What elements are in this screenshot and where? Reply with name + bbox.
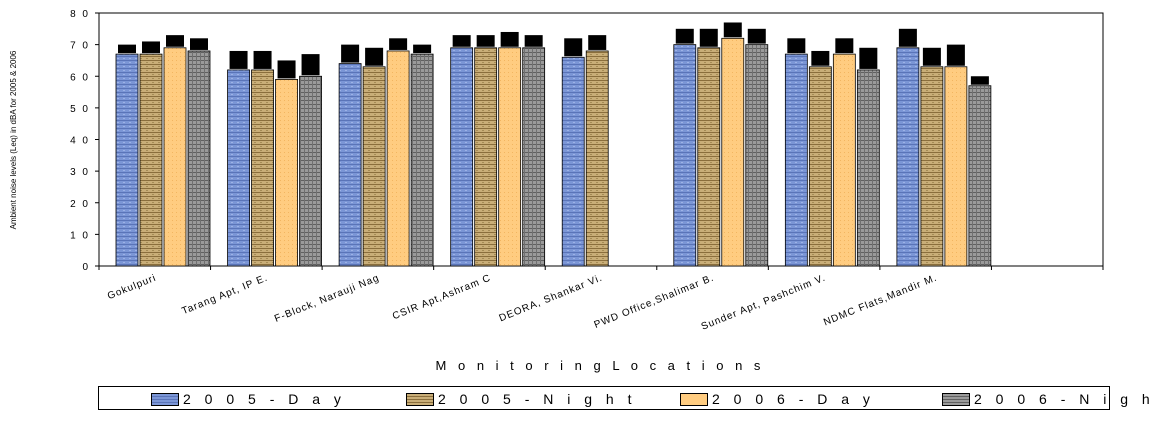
legend-swatch <box>942 392 970 406</box>
error-bar <box>277 60 296 79</box>
bar <box>522 47 546 267</box>
bar <box>697 47 721 267</box>
bar <box>896 47 920 267</box>
legend: 2 0 0 5 - D a y 2 0 0 5 - N i g h t 2 0 0 … <box>98 386 1158 410</box>
error-bar <box>190 38 208 50</box>
legend-item: 2 0 0 6 - N i g h t <box>942 391 1158 407</box>
error-bar <box>476 35 495 47</box>
bar <box>832 53 856 267</box>
error-bar <box>898 28 917 47</box>
legend-item: 2 0 0 5 - N i g h t <box>406 391 637 407</box>
error-bar <box>922 47 941 66</box>
error-bar <box>675 28 694 44</box>
bar <box>338 63 362 267</box>
error-bar <box>229 50 248 69</box>
error-bar <box>413 44 432 54</box>
error-bar <box>588 35 607 50</box>
legend-swatch <box>680 392 708 406</box>
error-bar <box>859 47 878 69</box>
bar <box>856 69 880 267</box>
error-bar <box>301 54 320 76</box>
legend-item: 2 0 0 5 - D a y <box>151 391 346 407</box>
y-tick-label: 1 0 <box>70 230 90 241</box>
y-tick-label: 2 0 <box>70 199 90 210</box>
bar <box>386 50 410 267</box>
y-tick-label: 5 0 <box>70 104 90 115</box>
error-bar <box>699 28 718 47</box>
legend-item: 2 0 0 6 - D a y <box>680 391 875 407</box>
legend-label: 2 0 0 5 - D a y <box>183 391 346 407</box>
x-category-label: Gokulpuri <box>106 273 158 303</box>
y-axis-title: Ambient noise levels (Leq) in dBA for 20… <box>9 50 18 229</box>
y-tick-label: 0 <box>82 262 90 273</box>
bar <box>251 69 274 267</box>
bar <box>450 47 474 267</box>
error-bar <box>500 31 519 47</box>
legend-swatch <box>151 392 179 406</box>
error-bar <box>253 50 272 69</box>
error-bar <box>835 38 854 54</box>
bar <box>808 66 832 267</box>
error-bar <box>524 35 543 47</box>
error-bar <box>365 47 384 66</box>
bar <box>115 53 139 267</box>
x-category-label: NDMC Flats,Mandir M. <box>822 273 939 329</box>
error-bar <box>118 44 136 54</box>
x-axis-title: M o n i t o r i n g L o c a t i o n s <box>436 358 765 373</box>
x-category-label: F-Block, Narauji Nag <box>273 273 381 325</box>
error-bar <box>142 41 160 54</box>
y-tick-label: 8 0 <box>70 9 90 20</box>
x-category-label: PWD Office,Shalimar B. <box>593 273 716 331</box>
error-bar <box>564 38 583 57</box>
error-bar <box>723 22 742 38</box>
y-tick-label: 6 0 <box>70 72 90 83</box>
bar <box>362 66 386 267</box>
bar <box>498 47 522 267</box>
legend-label: 2 0 0 5 - N i g h t <box>438 391 637 407</box>
error-bar <box>970 76 989 85</box>
y-tick-label: 7 0 <box>70 41 90 52</box>
legend-label: 2 0 0 6 - N i g h t <box>974 391 1158 407</box>
x-category-label: Tarang Apt, IP E. <box>180 273 269 318</box>
x-category-label: DEORA, Shankar Vi. <box>498 273 605 325</box>
bar <box>968 85 992 267</box>
bar <box>585 50 609 267</box>
bar <box>745 44 769 267</box>
bar <box>561 56 585 267</box>
bar <box>474 47 498 267</box>
bar <box>673 44 697 267</box>
bar <box>410 53 434 267</box>
bar <box>299 75 322 267</box>
error-bar <box>811 50 830 66</box>
y-tick-label: 4 0 <box>70 136 90 147</box>
error-bar <box>166 35 184 47</box>
legend-swatch <box>406 392 434 406</box>
error-bar <box>452 35 471 47</box>
bar <box>227 69 250 267</box>
x-category-label: CSIR Apt,Ashram C <box>391 273 493 323</box>
bar <box>721 37 745 267</box>
bar <box>944 66 968 267</box>
error-bar <box>747 28 766 44</box>
legend-label: 2 0 0 6 - D a y <box>712 391 875 407</box>
bar <box>784 53 808 267</box>
error-bar <box>341 44 360 63</box>
error-bar <box>946 44 965 66</box>
x-category-label: Sunder Apt, Pashchim V. <box>700 273 828 333</box>
bar <box>275 79 298 267</box>
bar <box>163 47 187 267</box>
y-tick-label: 3 0 <box>70 167 90 178</box>
bar <box>139 53 163 267</box>
bar <box>187 50 211 267</box>
error-bar <box>787 38 806 54</box>
bar <box>920 66 944 267</box>
error-bar <box>389 38 408 50</box>
